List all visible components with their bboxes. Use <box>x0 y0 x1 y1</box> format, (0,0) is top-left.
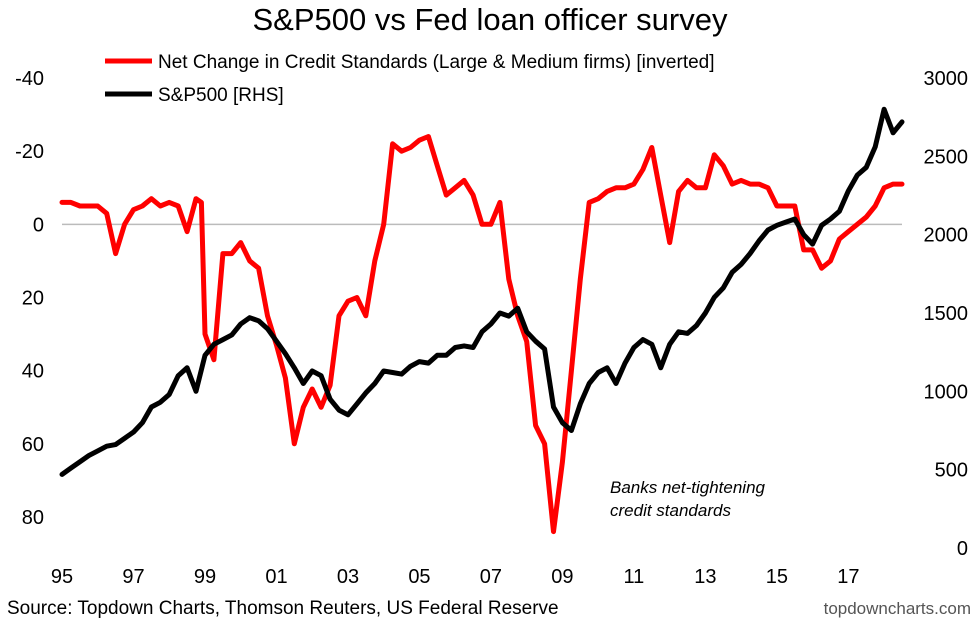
x-tick-label: 99 <box>194 566 216 588</box>
x-tick-label: 03 <box>337 566 359 588</box>
x-axis: 95 97 99 01 03 05 07 09 11 13 15 17 <box>51 566 860 588</box>
left-axis: -40 -20 0 20 40 60 80 <box>15 68 44 529</box>
x-tick-label: 09 <box>551 566 573 588</box>
x-tick-label: 01 <box>265 566 287 588</box>
x-tick-label: 11 <box>624 566 645 588</box>
plot-area <box>59 106 905 535</box>
legend-label-sp500: S&P500 [RHS] <box>158 85 284 106</box>
x-tick-label: 15 <box>766 566 788 588</box>
left-tick-label: 0 <box>33 214 44 236</box>
annotation-line-2: credit standards <box>610 501 731 520</box>
legend: Net Change in Credit Standards (Large & … <box>105 52 715 106</box>
x-tick-label: 05 <box>408 566 430 588</box>
x-tick-label: 95 <box>51 566 73 588</box>
brand-link[interactable]: topdowncharts.com <box>824 599 971 618</box>
right-tick-label: 1500 <box>924 303 969 325</box>
chart-title: S&P500 vs Fed loan officer survey <box>252 2 728 37</box>
annotation-line-1: Banks net-tightening <box>610 478 766 497</box>
left-tick-label: 20 <box>22 288 44 310</box>
left-tick-label: 80 <box>22 507 44 529</box>
left-tick-label: -40 <box>15 68 44 90</box>
left-tick-label: -20 <box>15 141 44 163</box>
left-tick-label: 60 <box>22 434 44 456</box>
right-axis: 3000 2500 2000 1500 1000 500 0 <box>924 68 969 560</box>
left-tick-label: 40 <box>22 361 44 383</box>
source-note: Source: Topdown Charts, Thomson Reuters,… <box>7 598 559 619</box>
right-tick-label: 0 <box>957 538 968 560</box>
right-tick-label: 2000 <box>924 225 969 247</box>
x-tick-label: 17 <box>837 566 859 588</box>
legend-label-credit: Net Change in Credit Standards (Large & … <box>158 52 715 73</box>
x-tick-label: 97 <box>122 566 144 588</box>
sp500-line <box>59 106 905 477</box>
x-tick-label: 07 <box>480 566 502 588</box>
x-tick-label: 13 <box>694 566 716 588</box>
right-tick-label: 500 <box>935 460 968 482</box>
right-tick-label: 3000 <box>924 68 969 90</box>
right-tick-label: 2500 <box>924 146 969 168</box>
right-tick-label: 1000 <box>924 381 969 403</box>
credit-standards-line <box>59 134 905 535</box>
